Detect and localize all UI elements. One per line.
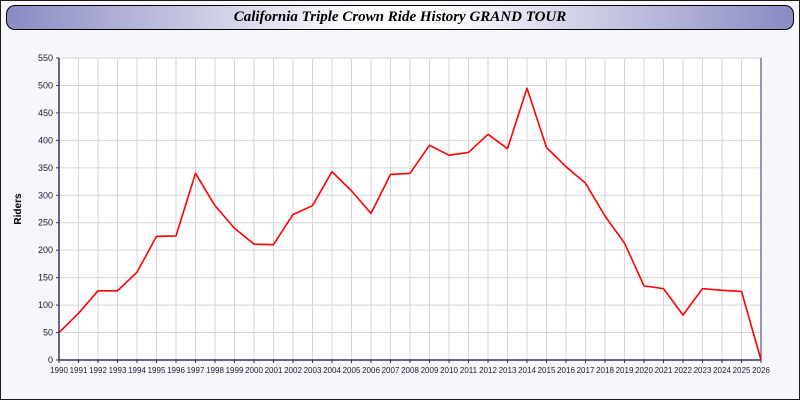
page-title: California Triple Crown Ride History GRA… [233, 9, 567, 25]
x-tick-label: 2009 [421, 366, 439, 375]
y-tick-label: 150 [38, 273, 53, 283]
y-tick-label: 500 [38, 80, 53, 90]
y-tick-label: 100 [38, 300, 53, 310]
x-tick-label: 1990 [50, 366, 68, 375]
x-tick-label: 1998 [206, 366, 224, 375]
x-tick-label: 2021 [655, 366, 673, 375]
x-tick-label: 2016 [557, 366, 575, 375]
x-tick-label: 2002 [284, 366, 302, 375]
x-tick-label: 2018 [596, 366, 614, 375]
x-tick-label: 2017 [577, 366, 595, 375]
x-tick-label: 2015 [538, 366, 556, 375]
x-tick-label: 1997 [187, 366, 205, 375]
x-tick-label: 1991 [70, 366, 88, 375]
y-tick-label: 0 [48, 355, 53, 365]
x-tick-label: 2006 [362, 366, 380, 375]
chart-title-bar: California Triple Crown Ride History GRA… [6, 5, 794, 30]
x-tick-label: 2012 [479, 366, 497, 375]
x-tick-label: 2003 [304, 366, 322, 375]
x-tick-label: 1995 [148, 366, 166, 375]
x-tick-label: 2004 [323, 366, 341, 375]
y-tick-label: 50 [43, 328, 53, 338]
x-tick-label: 1992 [89, 366, 107, 375]
x-tick-label: 1996 [167, 366, 185, 375]
x-tick-label: 2014 [518, 366, 536, 375]
line-chart: 1990 1991 1992 1993 1994 1995 1996 1997 1998 1999… [13, 53, 770, 375]
y-tick-label: 400 [38, 135, 53, 145]
x-tick-label: 2023 [694, 366, 712, 375]
x-tick-label: 2011 [460, 366, 478, 375]
x-tick-label: 2000 [245, 366, 263, 375]
series-line-riders [58, 87, 762, 361]
y-axis-label: Riders [13, 193, 24, 225]
x-tick-label: 2010 [440, 366, 458, 375]
y-tick-label: 450 [38, 108, 53, 118]
y-tick-label: 250 [38, 218, 53, 228]
x-tick-label: 2025 [733, 366, 751, 375]
x-tick-label: 2013 [499, 366, 517, 375]
x-tick-label: 2022 [674, 366, 692, 375]
x-tick-label: 1994 [128, 366, 146, 375]
y-tick-label: 300 [38, 190, 53, 200]
x-tick-label: 2020 [635, 366, 653, 375]
x-tick-label: 2024 [713, 366, 731, 375]
chart-area: 1990 1991 1992 1993 1994 1995 1996 1997 1998 1999… [9, 44, 791, 392]
x-tick-label: 1999 [226, 366, 244, 375]
y-tick-label: 550 [38, 53, 53, 63]
x-tick-label: 2007 [382, 366, 400, 375]
x-tick-label: 1993 [109, 366, 127, 375]
x-tick-label: 2019 [616, 366, 634, 375]
x-tick-label: 2026 [752, 366, 770, 375]
x-tick-label: 2001 [265, 366, 283, 375]
x-tick-label: 2008 [401, 366, 419, 375]
x-tick-label: 2005 [343, 366, 361, 375]
y-tick-label: 200 [38, 245, 53, 255]
y-tick-label: 350 [38, 163, 53, 173]
